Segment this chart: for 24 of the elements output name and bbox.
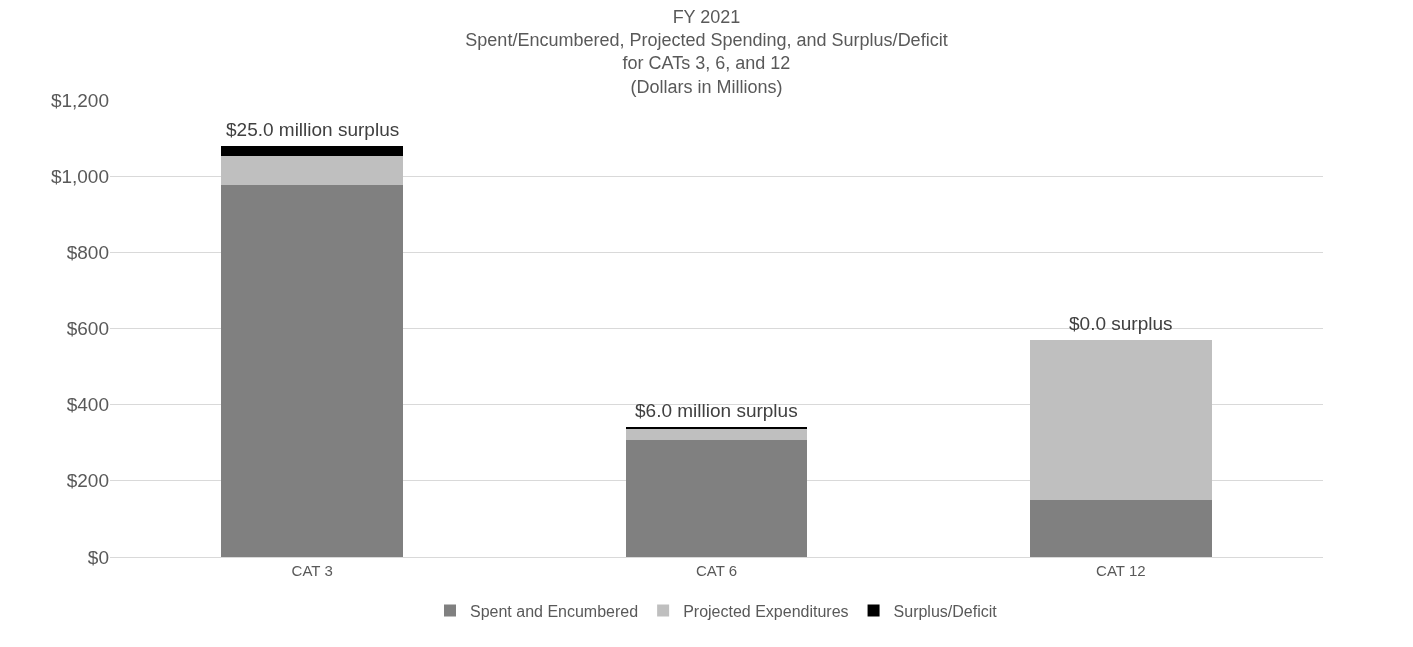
x-tick-label: CAT 12 xyxy=(1096,562,1146,579)
bar xyxy=(221,155,404,185)
y-tick-label: $1,000 xyxy=(50,165,109,187)
y-tick-label: $200 xyxy=(66,470,109,492)
x-tick-label: CAT 6 xyxy=(695,562,738,579)
y-tick-label: $1,200 xyxy=(50,89,109,111)
chart-title: FY 2021 Spent/Encumbered, Projected Spending, and Surplus/Deficit for CATs 3, 6, and 12 (Dollars in Millions) xyxy=(465,6,948,97)
bar xyxy=(221,146,404,156)
y-tick-label: $600 xyxy=(66,318,109,340)
bar xyxy=(625,429,808,440)
y-tick-label: $0 xyxy=(87,546,109,568)
bar xyxy=(625,439,808,557)
x-tick-label: CAT 3 xyxy=(291,562,333,579)
y-tick-label: $400 xyxy=(66,394,109,416)
annotation: $25.0 million surplus xyxy=(226,119,400,140)
bar xyxy=(1029,340,1212,500)
y-tick-label: $800 xyxy=(66,241,109,263)
bar xyxy=(221,184,404,557)
legend-label: Surplus/Deficit xyxy=(893,602,998,620)
legend-label: Spent and Encumbered xyxy=(470,602,639,620)
legend-label: Projected Expenditures xyxy=(683,602,849,620)
annotation: $0.0 surplus xyxy=(1069,313,1173,334)
bar xyxy=(1029,499,1212,557)
annotation: $6.0 million surplus xyxy=(635,400,798,421)
